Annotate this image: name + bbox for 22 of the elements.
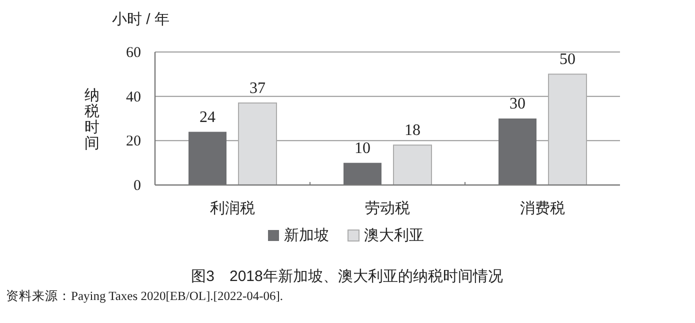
text: 小时 / 年 — [112, 11, 170, 28]
text: 资料来源：Paying Taxes 2020[EB/OL].[2022-04-06]. — [6, 289, 284, 303]
y-tick-label: 60 — [126, 45, 141, 61]
y-tick-label: 0 — [134, 178, 141, 194]
data-label: 10 — [354, 140, 370, 157]
y-axis-title: 纳税时间 — [84, 87, 100, 152]
bar — [238, 102, 277, 186]
x-tick-label: 劳动税 — [365, 200, 410, 217]
x-tick-label: 消费税 — [520, 200, 565, 217]
x-tick-label: 利润税 — [210, 200, 255, 217]
data-label: 37 — [250, 80, 266, 97]
y-tick-label: 40 — [126, 89, 141, 106]
bar — [393, 144, 432, 186]
legend-label: 澳大利亚 — [364, 227, 424, 244]
data-label: 18 — [404, 122, 420, 140]
data-label: 50 — [560, 51, 576, 68]
data-label: 30 — [510, 96, 526, 112]
data-label: 24 — [200, 108, 216, 126]
y-tick-label: 20 — [126, 134, 141, 150]
text: 图3 2018年新加坡、澳大利亚的纳税时间情况 — [191, 268, 503, 285]
legend-label: 新加坡 — [284, 227, 329, 244]
bar — [548, 74, 587, 186]
